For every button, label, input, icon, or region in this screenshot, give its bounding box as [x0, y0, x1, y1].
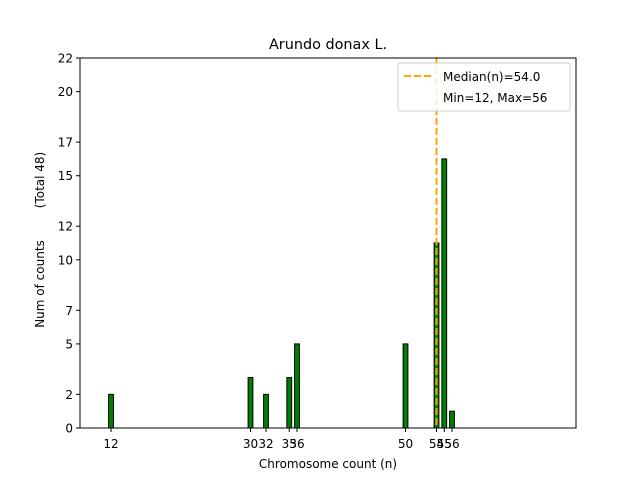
x-tick-label: 54 — [429, 437, 444, 451]
y-tick-label: 20 — [58, 85, 73, 99]
y-tick-label: 22 — [58, 52, 73, 66]
x-tick-label: 56 — [444, 437, 459, 451]
x-axis-label: Chromosome count (n) — [259, 457, 397, 471]
legend-box — [397, 62, 571, 112]
y-axis-total-label: (Total 48) — [33, 152, 47, 208]
chart-title: Arundo donax L. — [269, 37, 387, 53]
bar — [247, 377, 254, 429]
y-tick-label: 17 — [58, 136, 73, 150]
plot-frame — [79, 57, 577, 429]
legend: Median(n)=54.0 Min=12, Max=56 — [397, 62, 571, 112]
bar — [286, 377, 293, 429]
y-tick-label: 0 — [65, 422, 73, 436]
y-axis-ticks: 0 2 5 7 10 12 15 17 20 22 — [58, 52, 80, 436]
bar — [263, 393, 269, 429]
bar — [294, 343, 300, 429]
legend-entry-minmax: Min=12, Max=56 — [443, 91, 547, 105]
y-tick-label: 7 — [65, 304, 73, 318]
y-tick-label: 15 — [58, 169, 73, 183]
bar — [402, 343, 409, 429]
x-tick-label: 50 — [398, 437, 413, 451]
bar — [449, 410, 455, 429]
x-tick-label: 35 — [282, 437, 297, 451]
x-tick-label: 32 — [258, 437, 273, 451]
y-tick-label: 5 — [65, 337, 73, 351]
bar — [108, 393, 114, 429]
x-tick-label: 55 — [437, 437, 452, 451]
x-tick-label: 30 — [243, 437, 258, 451]
bar — [441, 158, 448, 429]
y-tick-label: 12 — [58, 220, 73, 234]
y-tick-label: 10 — [58, 253, 73, 267]
legend-entry-median: Median(n)=54.0 — [443, 70, 540, 84]
x-tick-label: 36 — [289, 437, 304, 451]
x-tick-label: 12 — [103, 437, 118, 451]
y-tick-label: 2 — [65, 388, 73, 402]
y-axis-label: Num of counts — [33, 240, 47, 328]
